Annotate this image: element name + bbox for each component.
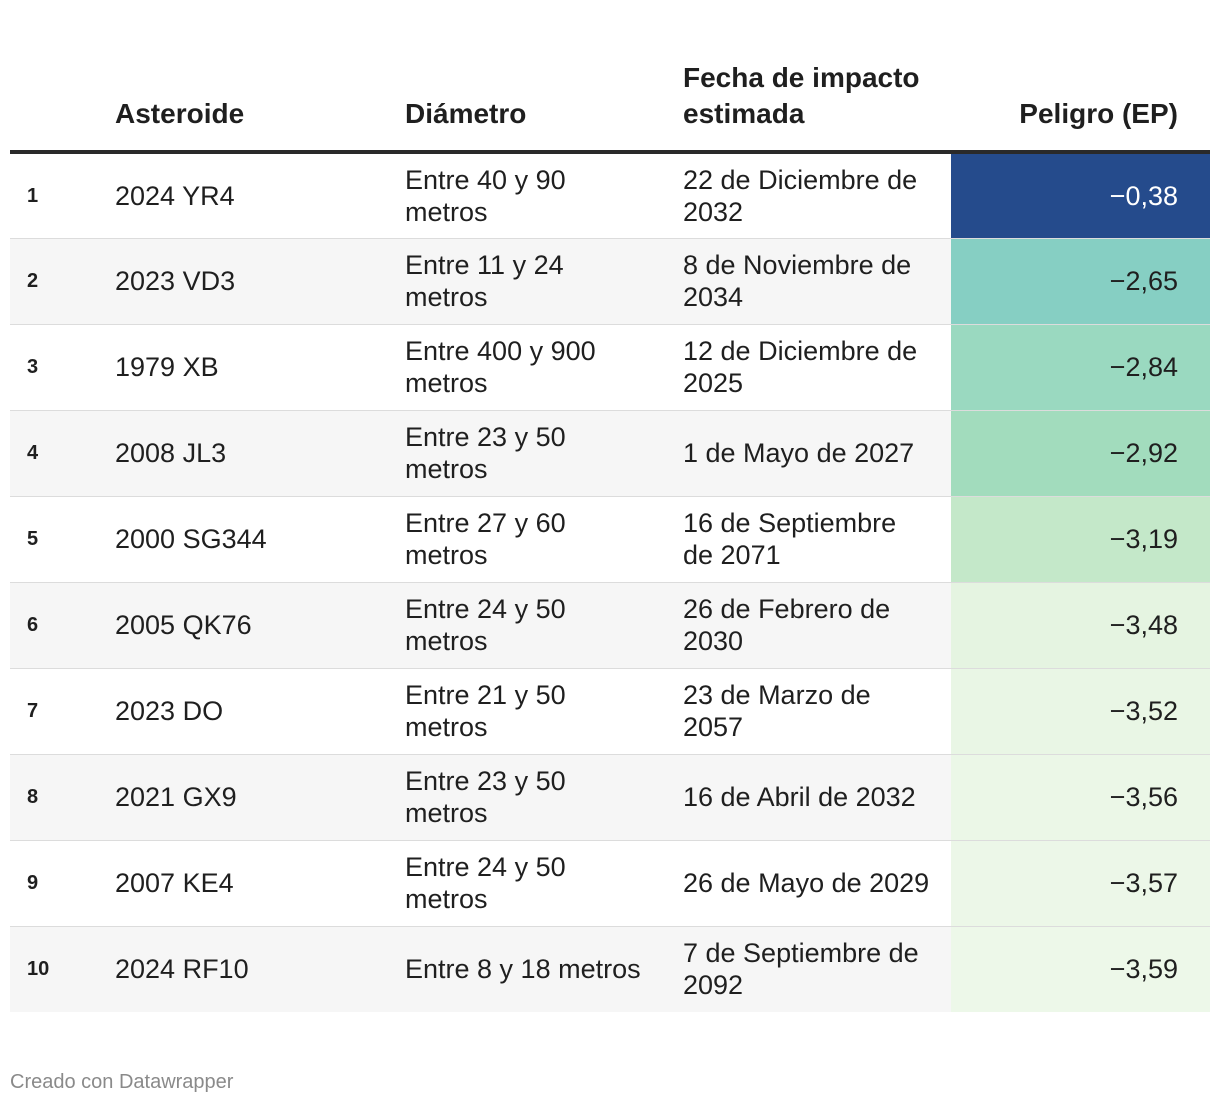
row-impact-date: 7 de Septiembre de 2092 xyxy=(683,926,951,1012)
row-asteroid-name: 2000 SG344 xyxy=(115,496,405,583)
row-danger-ep: −0,38 xyxy=(951,152,1210,239)
row-impact-date: 8 de Noviembre de 2034 xyxy=(683,238,951,325)
row-danger-ep: −3,52 xyxy=(951,668,1210,755)
row-impact-date: 16 de Septiembre de 2071 xyxy=(683,496,951,583)
header-rank xyxy=(10,0,115,154)
table-row: 3 1979 XB Entre 400 y 900 metros 12 de Dici… xyxy=(10,324,1210,411)
row-asteroid-name: 2008 JL3 xyxy=(115,410,405,497)
row-diameter: Entre 21 y 50 metros xyxy=(405,668,683,755)
row-asteroid-name: 2024 RF10 xyxy=(115,926,405,1012)
table-row: 6 2005 QK76 Entre 24 y 50 metros 26 de Febr… xyxy=(10,582,1210,669)
table-row: 9 2007 KE4 Entre 24 y 50 metros 26 de Mayo … xyxy=(10,840,1210,927)
row-diameter: Entre 40 y 90 metros xyxy=(405,152,683,239)
row-danger-ep: −3,57 xyxy=(951,840,1210,927)
row-diameter: Entre 23 y 50 metros xyxy=(405,754,683,841)
row-danger-ep: −3,48 xyxy=(951,582,1210,669)
asteroid-table-container: Asteroide Diámetro Fecha de impacto esti… xyxy=(10,0,1210,1012)
row-diameter: Entre 23 y 50 metros xyxy=(405,410,683,497)
row-impact-date: 26 de Mayo de 2029 xyxy=(683,840,951,927)
header-asteroid: Asteroide xyxy=(115,0,405,154)
table-row: 4 2008 JL3 Entre 23 y 50 metros 1 de Mayo d… xyxy=(10,410,1210,497)
row-diameter: Entre 24 y 50 metros xyxy=(405,582,683,669)
row-asteroid-name: 2007 KE4 xyxy=(115,840,405,927)
table-header-row: Asteroide Diámetro Fecha de impacto esti… xyxy=(10,0,1210,154)
row-diameter: Entre 24 y 50 metros xyxy=(405,840,683,927)
row-rank: 9 xyxy=(10,840,115,927)
asteroid-table: Asteroide Diámetro Fecha de impacto esti… xyxy=(10,0,1210,1012)
row-asteroid-name: 2023 DO xyxy=(115,668,405,755)
row-asteroid-name: 2005 QK76 xyxy=(115,582,405,669)
row-rank: 4 xyxy=(10,410,115,497)
row-danger-ep: −2,65 xyxy=(951,238,1210,325)
footer-credit: Creado con Datawrapper xyxy=(10,1071,234,1093)
row-impact-date: 23 de Marzo de 2057 xyxy=(683,668,951,755)
row-impact-date: 12 de Diciembre de 2025 xyxy=(683,324,951,411)
row-danger-ep: −2,84 xyxy=(951,324,1210,411)
row-diameter: Entre 400 y 900 metros xyxy=(405,324,683,411)
row-rank: 8 xyxy=(10,754,115,841)
row-asteroid-name: 2021 GX9 xyxy=(115,754,405,841)
row-diameter: Entre 8 y 18 metros xyxy=(405,926,683,1012)
table-row: 2 2023 VD3 Entre 11 y 24 metros 8 de Noviem… xyxy=(10,238,1210,325)
row-impact-date: 22 de Diciembre de 2032 xyxy=(683,152,951,239)
row-rank: 2 xyxy=(10,238,115,325)
row-danger-ep: −3,56 xyxy=(951,754,1210,841)
row-rank: 6 xyxy=(10,582,115,669)
header-diameter: Diámetro xyxy=(405,0,683,154)
row-rank: 3 xyxy=(10,324,115,411)
row-rank: 7 xyxy=(10,668,115,755)
row-rank: 5 xyxy=(10,496,115,583)
row-asteroid-name: 1979 XB xyxy=(115,324,405,411)
row-asteroid-name: 2024 YR4 xyxy=(115,152,405,239)
table-row: 10 2024 RF10 Entre 8 y 18 metros 7 de Septi… xyxy=(10,926,1210,1012)
table-row: 1 2024 YR4 Entre 40 y 90 metros 22 de Dicie… xyxy=(10,152,1210,239)
row-danger-ep: −3,59 xyxy=(951,926,1210,1012)
header-danger-ep: Peligro (EP) xyxy=(951,0,1210,154)
table-row: 7 2023 DO Entre 21 y 50 metros 23 de Marzo … xyxy=(10,668,1210,755)
row-impact-date: 16 de Abril de 2032 xyxy=(683,754,951,841)
table-body: 1 2024 YR4 Entre 40 y 90 metros 22 de Dicie… xyxy=(10,152,1210,1012)
row-danger-ep: −2,92 xyxy=(951,410,1210,497)
row-danger-ep: −3,19 xyxy=(951,496,1210,583)
row-impact-date: 26 de Febrero de 2030 xyxy=(683,582,951,669)
row-rank: 1 xyxy=(10,152,115,239)
row-impact-date: 1 de Mayo de 2027 xyxy=(683,410,951,497)
table-row: 5 2000 SG344 Entre 27 y 60 metros 16 de Sep… xyxy=(10,496,1210,583)
table-row: 8 2021 GX9 Entre 23 y 50 metros 16 de Abril… xyxy=(10,754,1210,841)
row-diameter: Entre 27 y 60 metros xyxy=(405,496,683,583)
row-rank: 10 xyxy=(10,926,115,1012)
row-diameter: Entre 11 y 24 metros xyxy=(405,238,683,325)
row-asteroid-name: 2023 VD3 xyxy=(115,238,405,325)
header-impact-date: Fecha de impacto estimada xyxy=(683,0,951,154)
